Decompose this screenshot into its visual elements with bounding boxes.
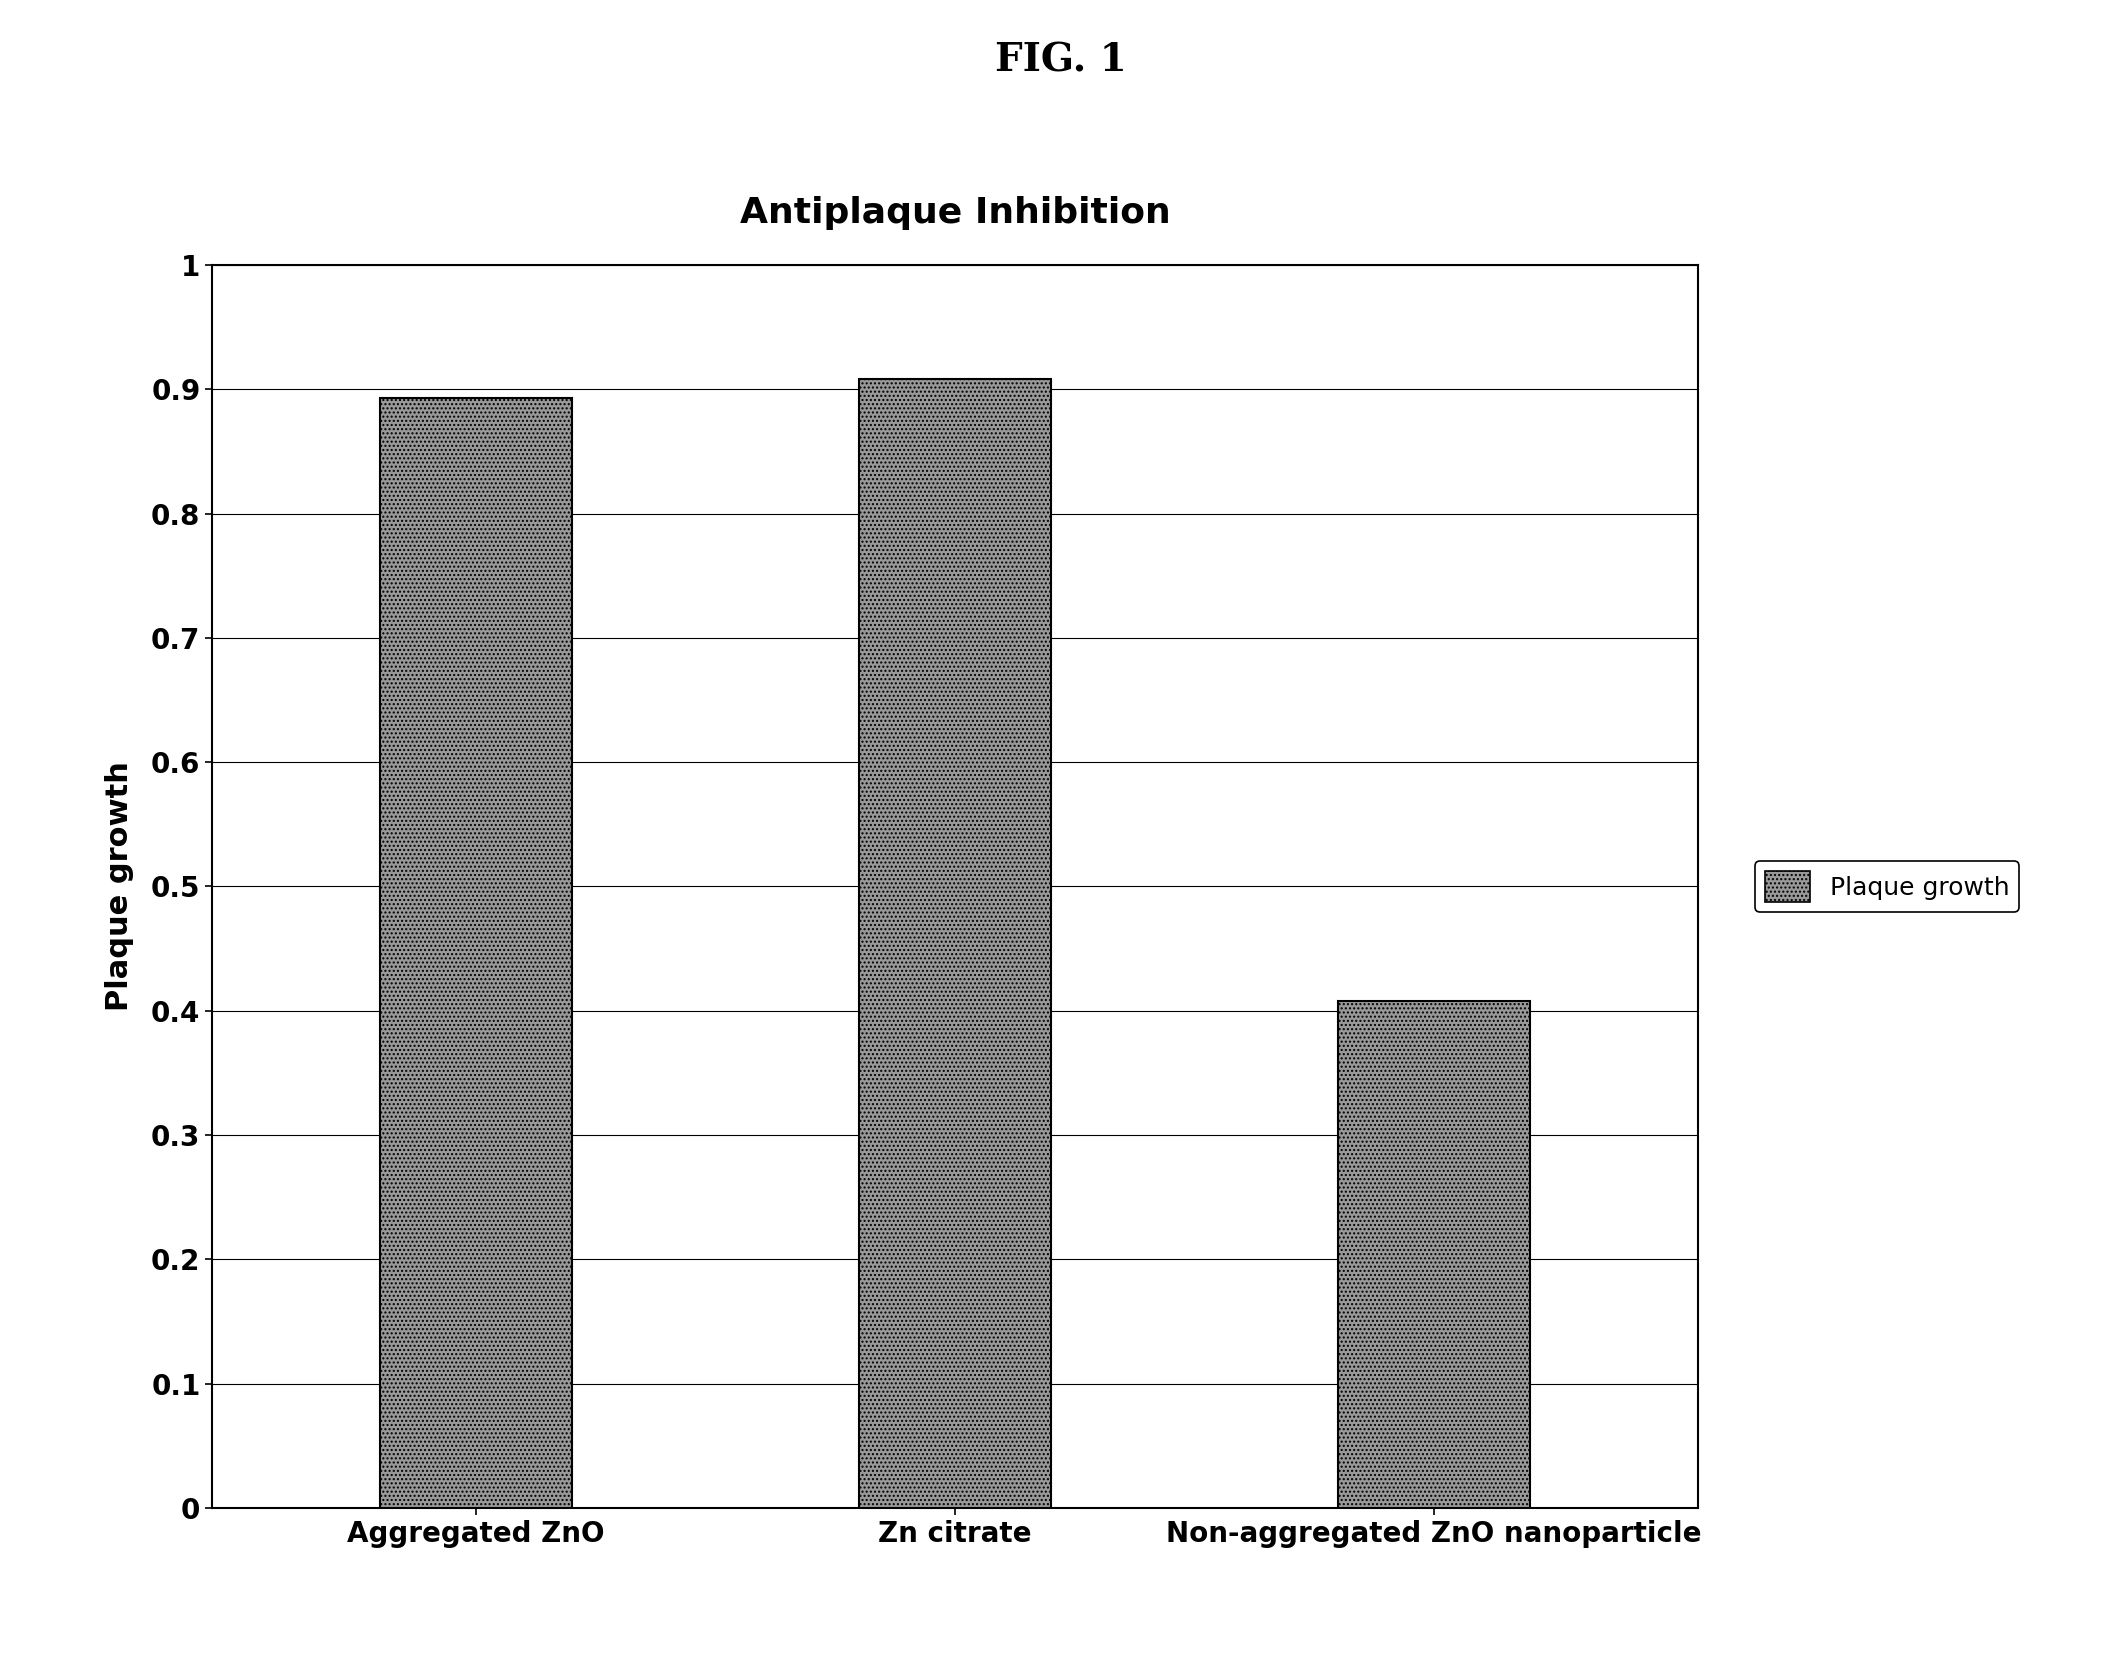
Bar xyxy=(380,398,571,1508)
Bar xyxy=(859,379,1050,1508)
Y-axis label: Plaque growth: Plaque growth xyxy=(106,762,134,1011)
Text: FIG. 1: FIG. 1 xyxy=(995,41,1127,80)
Bar xyxy=(1339,1001,1530,1508)
Legend: Plaque growth: Plaque growth xyxy=(1755,862,2020,911)
Title: Antiplaque Inhibition: Antiplaque Inhibition xyxy=(741,197,1169,230)
